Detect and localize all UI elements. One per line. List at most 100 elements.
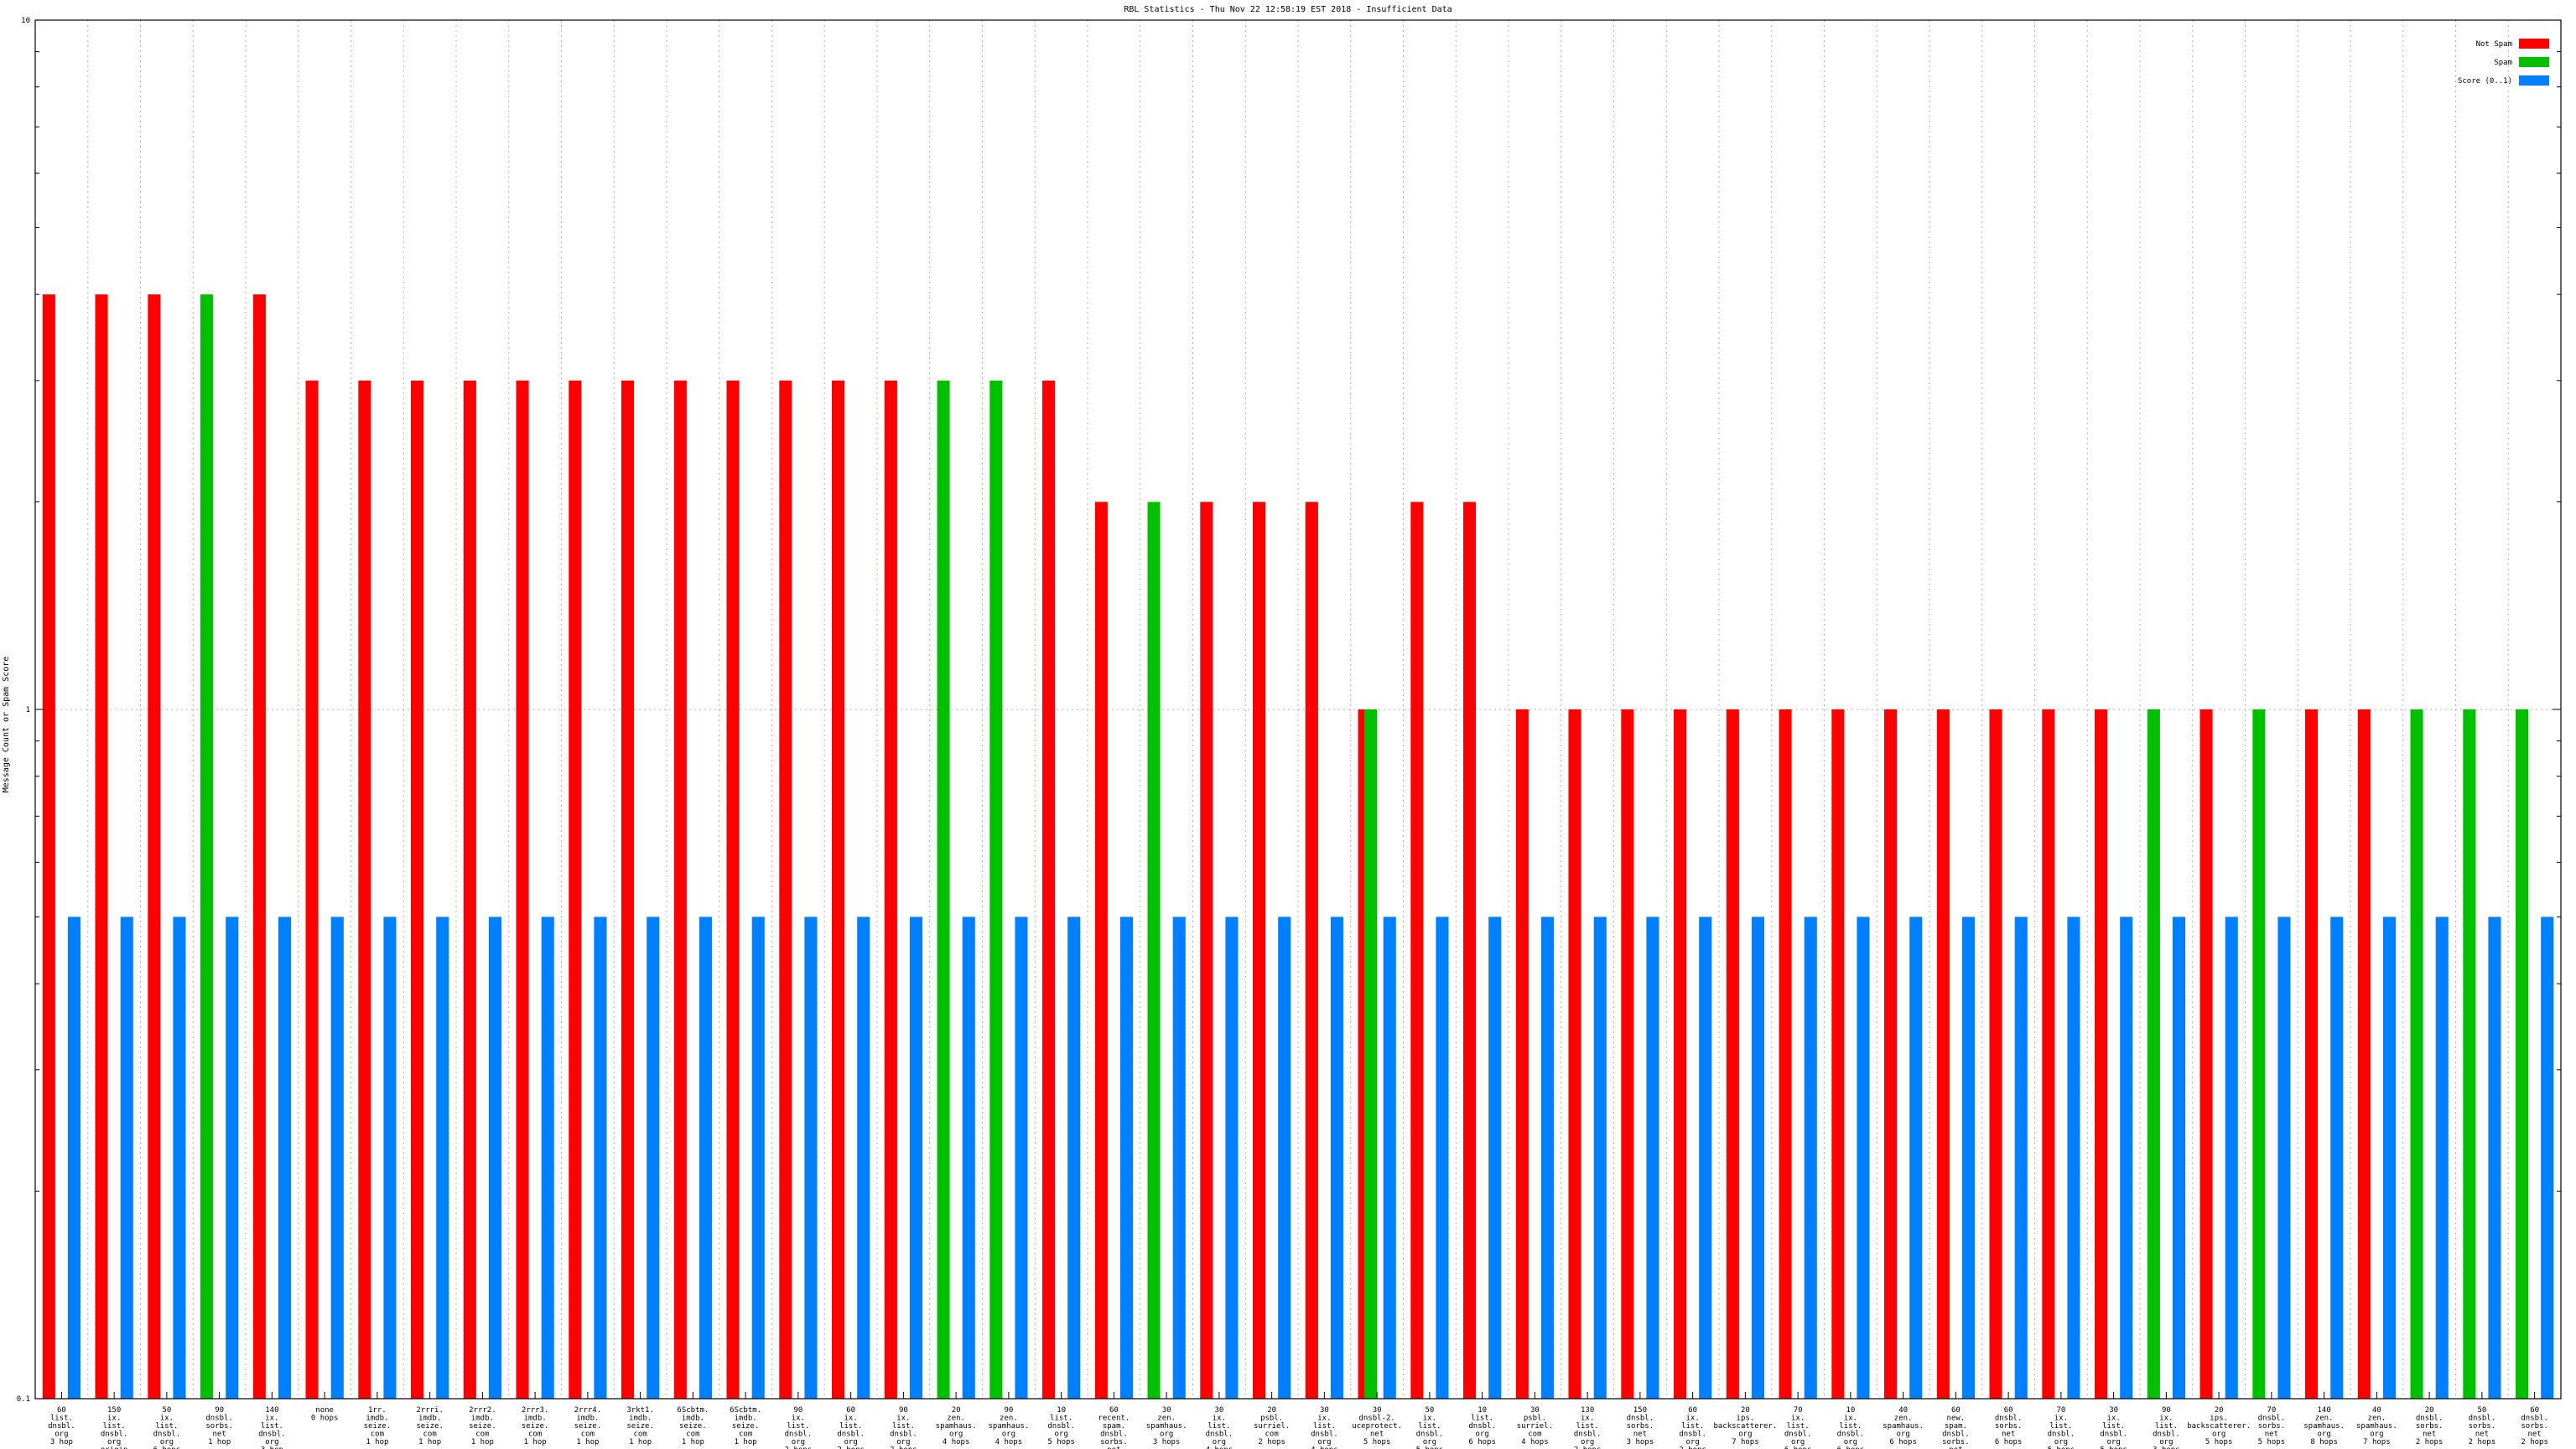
bar-score-0-1 — [1804, 917, 1817, 1399]
bar-score-0-1 — [1488, 917, 1502, 1399]
x-tick-label: 20 ips. backscatterer. org 7 hops — [1713, 1406, 1777, 1446]
bar-not-spam — [252, 294, 266, 1400]
bar-not-spam — [1568, 709, 1581, 1399]
bar-score-0-1 — [857, 917, 870, 1399]
bar-score-0-1 — [278, 917, 291, 1399]
bar-not-spam — [1884, 709, 1898, 1399]
bar-score-0-1 — [909, 917, 922, 1399]
bar-score-0-1 — [2014, 917, 2028, 1399]
bar-not-spam — [2042, 709, 2055, 1399]
bar-not-spam — [2357, 709, 2371, 1399]
bar-score-0-1 — [2067, 917, 2080, 1399]
bar-not-spam — [1515, 709, 1529, 1399]
x-tick-label: 90 dnsbl. sorbs. net 1 hop — [205, 1406, 233, 1446]
bar-score-0-1 — [1540, 917, 1554, 1399]
x-tick-label: 140 zen. spamhaus. org 8 hops — [2303, 1406, 2345, 1446]
bar-not-spam — [2199, 709, 2213, 1399]
x-tick-label: 40 zen. spamhaus. org 7 hops — [2356, 1406, 2397, 1446]
legend-label: Spam — [2494, 59, 2512, 67]
bar-not-spam — [884, 380, 897, 1399]
bar-score-0-1 — [699, 917, 712, 1399]
bar-score-0-1 — [1119, 917, 1133, 1399]
x-tick-labels: 60 list. dnsbl. org 3 hop 150 ix. list. dnsbl. or… — [48, 1406, 2548, 1449]
bar-not-spam — [1726, 709, 1739, 1399]
bar-score-0-1 — [120, 917, 133, 1399]
bar-score-0-1 — [1857, 917, 1870, 1399]
bar-not-spam — [1253, 501, 1266, 1399]
bar-not-spam — [1094, 501, 1108, 1399]
bar-score-0-1 — [1961, 917, 1975, 1399]
bar-spam — [937, 380, 950, 1399]
bar-score-0-1 — [2330, 917, 2344, 1399]
plot-frame — [34, 19, 2562, 1400]
bar-score-0-1 — [488, 917, 501, 1399]
bar-score-0-1 — [1278, 917, 1291, 1399]
bar-not-spam — [726, 380, 740, 1399]
bar-score-0-1 — [594, 917, 607, 1399]
legend-label: Score (0..1) — [2458, 77, 2512, 86]
x-tick-label: 20 psbl. surriel. com 2 hops — [1254, 1406, 1290, 1446]
bar-not-spam — [1463, 501, 1477, 1399]
bar-spam — [2410, 709, 2423, 1399]
bar-spam — [2252, 709, 2266, 1399]
legend-swatch — [2519, 39, 2549, 49]
x-tick-label: 60 dnsbl. sorbs. net 6 hops — [1995, 1406, 2023, 1446]
x-tick-label: 20 ips. backscatterer. org 5 hops — [2187, 1406, 2251, 1446]
bar-score-0-1 — [173, 917, 186, 1399]
bar-score-0-1 — [1751, 917, 1764, 1399]
bar-score-0-1 — [1067, 917, 1081, 1399]
bar-score-0-1 — [330, 917, 344, 1399]
bar-score-0-1 — [226, 917, 239, 1399]
bar-not-spam — [463, 380, 476, 1399]
bar-not-spam — [95, 294, 108, 1400]
bar-score-0-1 — [541, 917, 554, 1399]
bar-spam — [2463, 709, 2476, 1399]
bar-spam — [2147, 709, 2160, 1399]
x-tick-label: 2rrr4. imdb. seize. com 1 hop — [574, 1406, 602, 1446]
x-tick-label: 20 dnsbl. sorbs. net 2 hops — [2416, 1406, 2444, 1446]
bar-score-0-1 — [2541, 917, 2554, 1399]
bar-spam — [1147, 501, 1161, 1399]
bar-spam — [1364, 709, 1378, 1399]
bar-not-spam — [1042, 380, 1056, 1399]
bar-not-spam — [148, 294, 161, 1400]
bars — [42, 294, 2554, 1400]
bar-score-0-1 — [804, 917, 818, 1399]
y-tick-labels: 0.1 1 10 — [17, 17, 30, 1404]
bar-score-0-1 — [2120, 917, 2133, 1399]
x-tick-label: 50 dnsbl. sorbs. net 2 hops — [2469, 1406, 2496, 1446]
bar-score-0-1 — [1383, 917, 1396, 1399]
bar-not-spam — [1831, 709, 1845, 1399]
x-tick-label: 60 list. dnsbl. org 3 hop — [48, 1406, 75, 1446]
x-tick-label: 2rrr3. imdb. seize. com 1 hop — [522, 1406, 549, 1446]
bar-spam — [989, 380, 1003, 1399]
bar-score-0-1 — [962, 917, 975, 1399]
bar-score-0-1 — [2172, 917, 2185, 1399]
bar-score-0-1 — [647, 917, 660, 1399]
bar-not-spam — [2095, 709, 2108, 1399]
bar-not-spam — [516, 380, 529, 1399]
y-tick-label: 0.1 — [17, 1395, 30, 1404]
y-tick-label: 10 — [21, 17, 30, 25]
bar-not-spam — [411, 380, 424, 1399]
bar-spam — [2516, 709, 2529, 1399]
x-tick-label: none 0 hops — [311, 1406, 339, 1423]
bar-score-0-1 — [1593, 917, 1607, 1399]
bar-score-0-1 — [1699, 917, 1712, 1399]
x-tick-label: 2rrr2. imdb. seize. com 1 hop — [469, 1406, 496, 1446]
bar-not-spam — [621, 380, 635, 1399]
bar-not-spam — [569, 380, 582, 1399]
x-tick-label: 2rrri. imdb. seize. com 1 hop — [416, 1406, 444, 1446]
